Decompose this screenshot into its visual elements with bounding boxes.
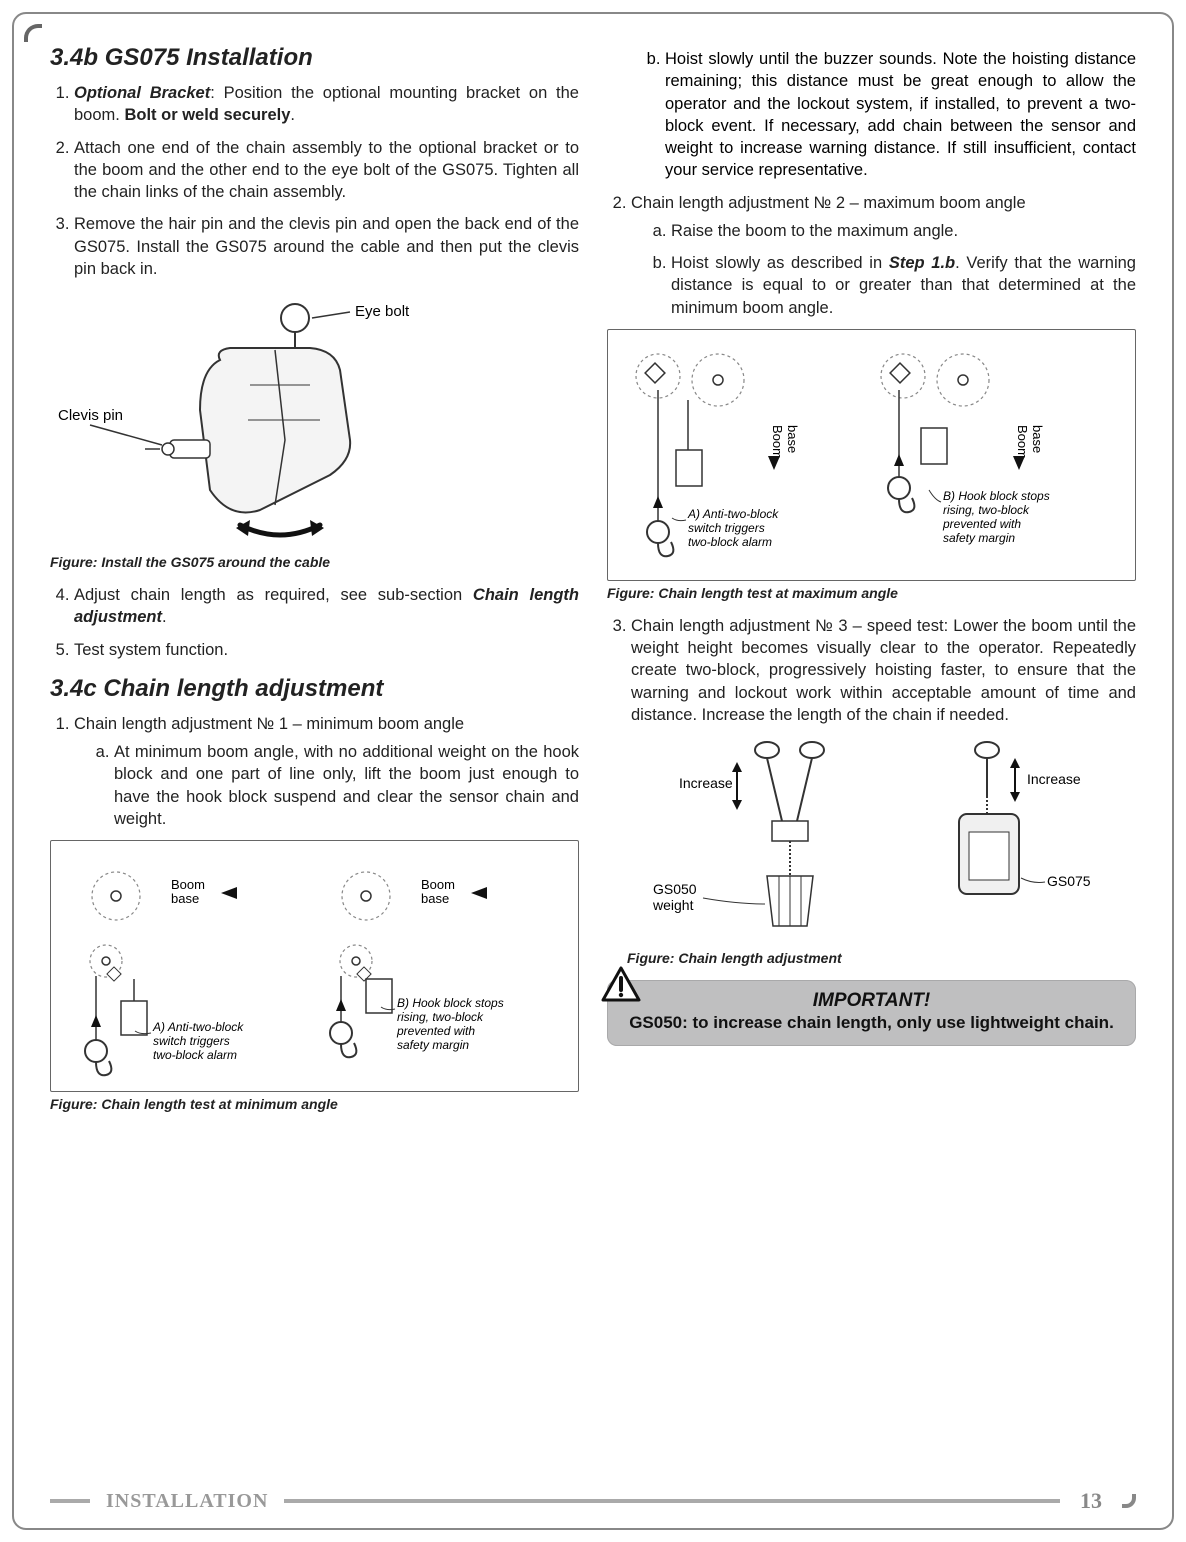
text: Attach one end of the chain assembly to … bbox=[74, 139, 579, 202]
important-title: IMPORTANT! bbox=[621, 990, 1122, 1012]
sub-list-item: At minimum boom angle, with no additiona… bbox=[114, 741, 579, 830]
svg-text:GS050: GS050 bbox=[653, 881, 697, 897]
svg-text:base: base bbox=[1030, 425, 1045, 453]
svg-text:Boom: Boom bbox=[1015, 425, 1030, 459]
figure-chain-adjust: Increase GS050 weight bbox=[607, 736, 1136, 946]
svg-text:base: base bbox=[785, 425, 800, 453]
text: Hoist slowly until the buzzer sounds. No… bbox=[665, 50, 1136, 179]
page-footer: INSTALLATION 13 bbox=[50, 1488, 1136, 1514]
text: Remove the hair pin and the clevis pin a… bbox=[74, 215, 579, 278]
svg-text:switch triggers: switch triggers bbox=[153, 1034, 230, 1048]
list-item: Optional Bracket: Position the optional … bbox=[74, 82, 579, 127]
list-3-4c-3: Chain length adjustment № 3 – speed test… bbox=[607, 615, 1136, 726]
sub-list-item: Hoist slowly as described in Step 1.b. V… bbox=[671, 252, 1136, 319]
figure-caption: Figure: Install the GS075 around the cab… bbox=[50, 554, 579, 570]
heading-3-4c: 3.4c Chain length adjustment bbox=[50, 675, 579, 703]
sub-list: Raise the boom to the maximum angle. Hoi… bbox=[631, 220, 1136, 319]
text: Adjust chain length as required, see sub… bbox=[74, 586, 473, 604]
list-item: Attach one end of the chain assembly to … bbox=[74, 137, 579, 204]
svg-text:GS075: GS075 bbox=[1047, 873, 1091, 889]
text: Chain length adjustment № 3 – speed test… bbox=[631, 617, 1136, 724]
right-column: Hoist slowly until the buzzer sounds. No… bbox=[607, 44, 1136, 1126]
list-3-4c-cont: Chain length adjustment № 2 – maximum bo… bbox=[607, 192, 1136, 319]
svg-text:B) Hook block stops: B) Hook block stops bbox=[943, 489, 1050, 503]
increase-label: Increase bbox=[679, 775, 733, 791]
text: . bbox=[162, 608, 167, 626]
list-3-4c: Chain length adjustment № 1 – minimum bo… bbox=[50, 713, 579, 830]
page-number: 13 bbox=[1070, 1488, 1112, 1514]
left-column: 3.4b GS075 Installation Optional Bracket… bbox=[50, 44, 579, 1126]
svg-text:rising, two-block: rising, two-block bbox=[943, 503, 1030, 517]
page-frame: 3.4b GS075 Installation Optional Bracket… bbox=[12, 12, 1174, 1530]
list-item: Remove the hair pin and the clevis pin a… bbox=[74, 213, 579, 280]
text: Raise the boom to the maximum angle. bbox=[671, 222, 958, 240]
svg-text:rising, two-block: rising, two-block bbox=[397, 1010, 484, 1024]
list-item: Chain length adjustment № 2 – maximum bo… bbox=[631, 192, 1136, 319]
text: Test system function. bbox=[74, 641, 228, 659]
text: Chain length adjustment № 2 – maximum bo… bbox=[631, 194, 1026, 212]
svg-text:base: base bbox=[171, 891, 199, 906]
list-3-4b: Optional Bracket: Position the optional … bbox=[50, 82, 579, 280]
text: Hoist slowly as described in bbox=[671, 254, 889, 272]
text: . bbox=[290, 106, 295, 124]
text: At minimum boom angle, with no additiona… bbox=[114, 743, 579, 828]
list-item: Chain length adjustment № 3 – speed test… bbox=[631, 615, 1136, 726]
list-item: Adjust chain length as required, see sub… bbox=[74, 584, 579, 629]
sub-list-cont: Hoist slowly until the buzzer sounds. No… bbox=[607, 48, 1136, 182]
list-3-4b-cont: Adjust chain length as required, see sub… bbox=[50, 584, 579, 661]
footer-line bbox=[50, 1499, 90, 1503]
figure-caption: Figure: Chain length test at minimum ang… bbox=[50, 1096, 579, 1112]
corner-accent bbox=[24, 24, 42, 42]
list-item: Chain length adjustment № 1 – minimum bo… bbox=[74, 713, 579, 830]
figure-caption: Figure: Chain length test at maximum ang… bbox=[607, 585, 1136, 601]
sub-list: At minimum boom angle, with no additiona… bbox=[74, 741, 579, 830]
svg-text:switch triggers: switch triggers bbox=[688, 521, 765, 535]
text: Chain length adjustment № 1 – minimum bo… bbox=[74, 715, 464, 733]
svg-text:Boom: Boom bbox=[421, 877, 455, 892]
svg-text:safety margin: safety margin bbox=[943, 531, 1015, 545]
optional-bracket-label: Optional Bracket bbox=[74, 84, 210, 102]
important-callout: IMPORTANT! GS050: to increase chain leng… bbox=[607, 980, 1136, 1046]
eye-bolt-label: Eye bolt bbox=[355, 303, 410, 320]
footer-line bbox=[284, 1499, 1060, 1503]
svg-text:weight: weight bbox=[652, 897, 694, 913]
bold-text: Step 1.b bbox=[889, 254, 955, 272]
figure-gs075-install: Eye bolt Clevis pin bbox=[50, 290, 579, 550]
min-angle-diagram: Boom base A) Anti-two-block switch trigg… bbox=[61, 851, 561, 1081]
sub-list-item: Raise the boom to the maximum angle. bbox=[671, 220, 1136, 242]
figure-min-angle: Boom base A) Anti-two-block switch trigg… bbox=[50, 840, 579, 1092]
svg-text:base: base bbox=[421, 891, 449, 906]
figure-caption: Figure: Chain length adjustment bbox=[627, 950, 1136, 966]
gs075-diagram: Eye bolt Clevis pin bbox=[50, 290, 470, 550]
important-text: GS050: to increase chain length, only us… bbox=[621, 1012, 1122, 1034]
boom-base-label: Boom bbox=[171, 877, 205, 892]
svg-text:Increase: Increase bbox=[1027, 771, 1081, 787]
svg-text:prevented with: prevented with bbox=[396, 1024, 475, 1038]
warning-icon bbox=[601, 966, 641, 1002]
footer-section-label: INSTALLATION bbox=[100, 1490, 274, 1513]
footer-cap bbox=[1122, 1494, 1136, 1508]
label-a: A) Anti-two-block bbox=[152, 1020, 244, 1034]
svg-text:safety margin: safety margin bbox=[397, 1038, 469, 1052]
svg-text:two-block alarm: two-block alarm bbox=[688, 535, 772, 549]
heading-3-4b: 3.4b GS075 Installation bbox=[50, 44, 579, 72]
svg-text:Boom: Boom bbox=[770, 425, 785, 459]
list-item: Test system function. bbox=[74, 639, 579, 661]
two-column-layout: 3.4b GS075 Installation Optional Bracket… bbox=[50, 44, 1136, 1126]
clevis-pin-label: Clevis pin bbox=[58, 407, 123, 424]
chain-adjust-diagram: Increase GS050 weight bbox=[607, 736, 1127, 946]
label-b: B) Hook block stops bbox=[397, 996, 504, 1010]
bold-text: Bolt or weld securely bbox=[124, 106, 290, 124]
figure-max-angle: Boom base A) Anti-two-block switch trigg… bbox=[607, 329, 1136, 581]
max-angle-diagram: Boom base A) Anti-two-block switch trigg… bbox=[618, 340, 1118, 570]
svg-text:prevented with: prevented with bbox=[942, 517, 1021, 531]
sub-list-item: Hoist slowly until the buzzer sounds. No… bbox=[665, 48, 1136, 182]
svg-text:two-block alarm: two-block alarm bbox=[153, 1048, 237, 1062]
svg-text:A) Anti-two-block: A) Anti-two-block bbox=[687, 507, 779, 521]
